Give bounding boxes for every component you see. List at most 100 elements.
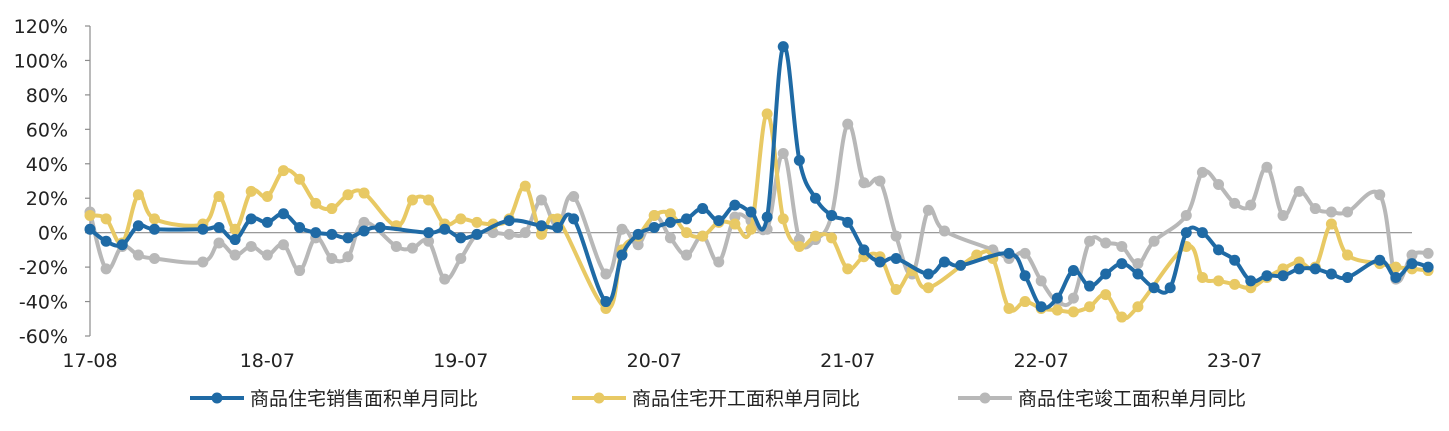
- data-point: [874, 175, 886, 187]
- legend-label: 商品住宅开工面积单月同比: [632, 388, 860, 410]
- data-point: [681, 249, 693, 261]
- data-point: [342, 189, 354, 201]
- data-point: [1164, 282, 1176, 294]
- data-point: [600, 268, 612, 280]
- y-tick-label: 100%: [14, 50, 68, 72]
- y-tick-label: -40%: [19, 292, 68, 314]
- data-point: [648, 209, 660, 221]
- data-point: [681, 213, 693, 225]
- data-point: [616, 249, 628, 261]
- data-point: [1325, 218, 1337, 230]
- data-point: [1180, 209, 1192, 221]
- data-point: [1374, 254, 1386, 266]
- data-point: [84, 209, 96, 221]
- data-point: [519, 180, 531, 192]
- data-point: [568, 213, 580, 225]
- legend-item: 商品住宅销售面积单月同比: [190, 388, 478, 410]
- data-point: [826, 232, 838, 244]
- data-point: [1116, 258, 1128, 270]
- data-point: [1229, 197, 1241, 209]
- data-point: [1116, 240, 1128, 252]
- data-point: [1422, 261, 1434, 273]
- data-point: [1245, 275, 1257, 287]
- x-tick-label: 19-07: [433, 350, 488, 372]
- data-point: [213, 237, 225, 249]
- data-point: [455, 232, 467, 244]
- data-point: [1293, 185, 1305, 197]
- data-point: [809, 230, 821, 242]
- data-point: [342, 251, 354, 263]
- data-point: [326, 253, 338, 264]
- data-point: [423, 194, 435, 206]
- data-point: [326, 203, 338, 215]
- data-point: [1100, 289, 1112, 301]
- data-point: [132, 249, 144, 261]
- data-point: [277, 208, 289, 220]
- data-point: [1422, 247, 1434, 259]
- data-point: [826, 209, 838, 221]
- data-point: [1148, 282, 1160, 294]
- data-point: [471, 216, 483, 228]
- data-point: [777, 213, 789, 225]
- data-point: [1084, 235, 1096, 247]
- data-point: [1245, 199, 1257, 211]
- data-point: [616, 223, 628, 235]
- data-point: [1003, 247, 1015, 259]
- data-point: [648, 222, 660, 233]
- legend-label: 商品住宅竣工面积单月同比: [1018, 388, 1246, 410]
- data-point: [713, 215, 725, 227]
- data-point: [294, 265, 306, 277]
- data-point: [261, 249, 273, 261]
- data-point: [664, 208, 676, 220]
- data-point: [406, 242, 418, 254]
- data-point: [455, 253, 467, 264]
- data-point: [713, 256, 725, 268]
- data-point: [809, 192, 821, 204]
- data-point: [374, 222, 386, 233]
- data-point: [1019, 296, 1031, 308]
- data-point: [294, 222, 306, 233]
- data-point: [1309, 263, 1321, 275]
- data-point: [1406, 258, 1418, 270]
- data-point: [148, 223, 160, 235]
- data-point: [213, 222, 225, 233]
- x-axis: 17-08 18-07 19-07 20-07 21-07 22-07 23-07: [62, 350, 1262, 372]
- data-point: [1293, 263, 1305, 275]
- data-point: [729, 218, 741, 230]
- data-point: [455, 213, 467, 225]
- data-point: [439, 273, 451, 285]
- data-point: [938, 256, 950, 268]
- data-point: [874, 256, 886, 268]
- data-point: [664, 216, 676, 228]
- data-point: [793, 240, 805, 252]
- data-point: [1196, 227, 1208, 239]
- data-point: [552, 222, 564, 233]
- data-point: [1213, 244, 1225, 256]
- data-point: [600, 296, 612, 308]
- data-point: [229, 249, 241, 261]
- data-point: [197, 223, 209, 235]
- data-point: [148, 213, 160, 225]
- y-tick-label: -60%: [19, 326, 68, 348]
- data-point: [793, 154, 805, 166]
- data-point: [842, 263, 854, 275]
- data-point: [390, 240, 402, 252]
- y-axis: -60% -40% -20% 0% 20% 40% 60% 80% 100% 120%: [14, 16, 91, 348]
- data-point: [842, 118, 854, 130]
- data-point: [535, 228, 547, 240]
- data-point: [503, 228, 515, 240]
- data-point: [761, 108, 773, 120]
- data-point: [1390, 271, 1402, 283]
- data-point: [890, 253, 902, 264]
- legend: 商品住宅销售面积单月同比 商品住宅开工面积单月同比 商品住宅竣工面积单月同比: [190, 388, 1246, 410]
- data-point: [1116, 311, 1128, 323]
- data-point: [1196, 271, 1208, 283]
- data-point: [858, 177, 870, 189]
- data-point: [632, 228, 644, 240]
- data-point: [1019, 270, 1031, 282]
- legend-item: 商品住宅开工面积单月同比: [572, 388, 860, 410]
- data-point: [1132, 258, 1144, 270]
- data-point: [100, 235, 112, 247]
- data-point: [1148, 235, 1160, 247]
